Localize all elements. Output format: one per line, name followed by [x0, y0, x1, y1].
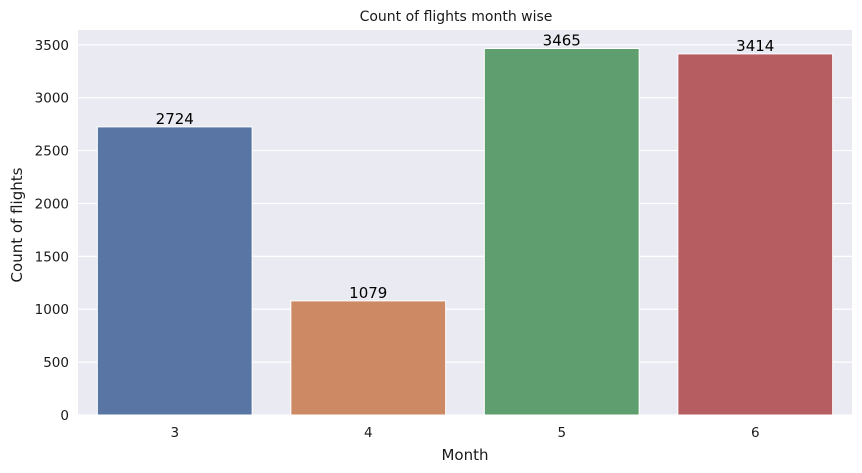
y-tick-label: 3500: [35, 38, 69, 54]
y-tick-label: 2000: [35, 196, 69, 212]
bar-month-3: [96, 126, 253, 416]
bar-month-6: [677, 53, 834, 416]
x-axis-label: Month: [441, 446, 488, 464]
bar-value-label: 1079: [349, 284, 387, 302]
bar-month-5: [483, 48, 640, 416]
y-tick-label: 2500: [35, 144, 69, 160]
chart-title: Count of flights month wise: [360, 9, 553, 25]
x-tick-label: 5: [557, 425, 566, 441]
x-tick-label: 3: [170, 425, 179, 441]
x-tick-label: 4: [364, 425, 373, 441]
y-tick-label: 500: [43, 355, 69, 371]
bar-value-label: 3465: [543, 32, 581, 50]
y-tick-label: 1000: [35, 302, 69, 318]
bar-value-label: 2724: [156, 110, 194, 128]
y-axis-label: Count of flights: [8, 167, 26, 282]
bar-value-label: 3414: [736, 37, 774, 55]
x-tick-label: 6: [751, 425, 760, 441]
y-tick-label: 3000: [35, 91, 69, 107]
bar-month-4: [290, 300, 447, 416]
y-tick-label: 0: [60, 408, 69, 424]
y-tick-label: 1500: [35, 249, 69, 265]
